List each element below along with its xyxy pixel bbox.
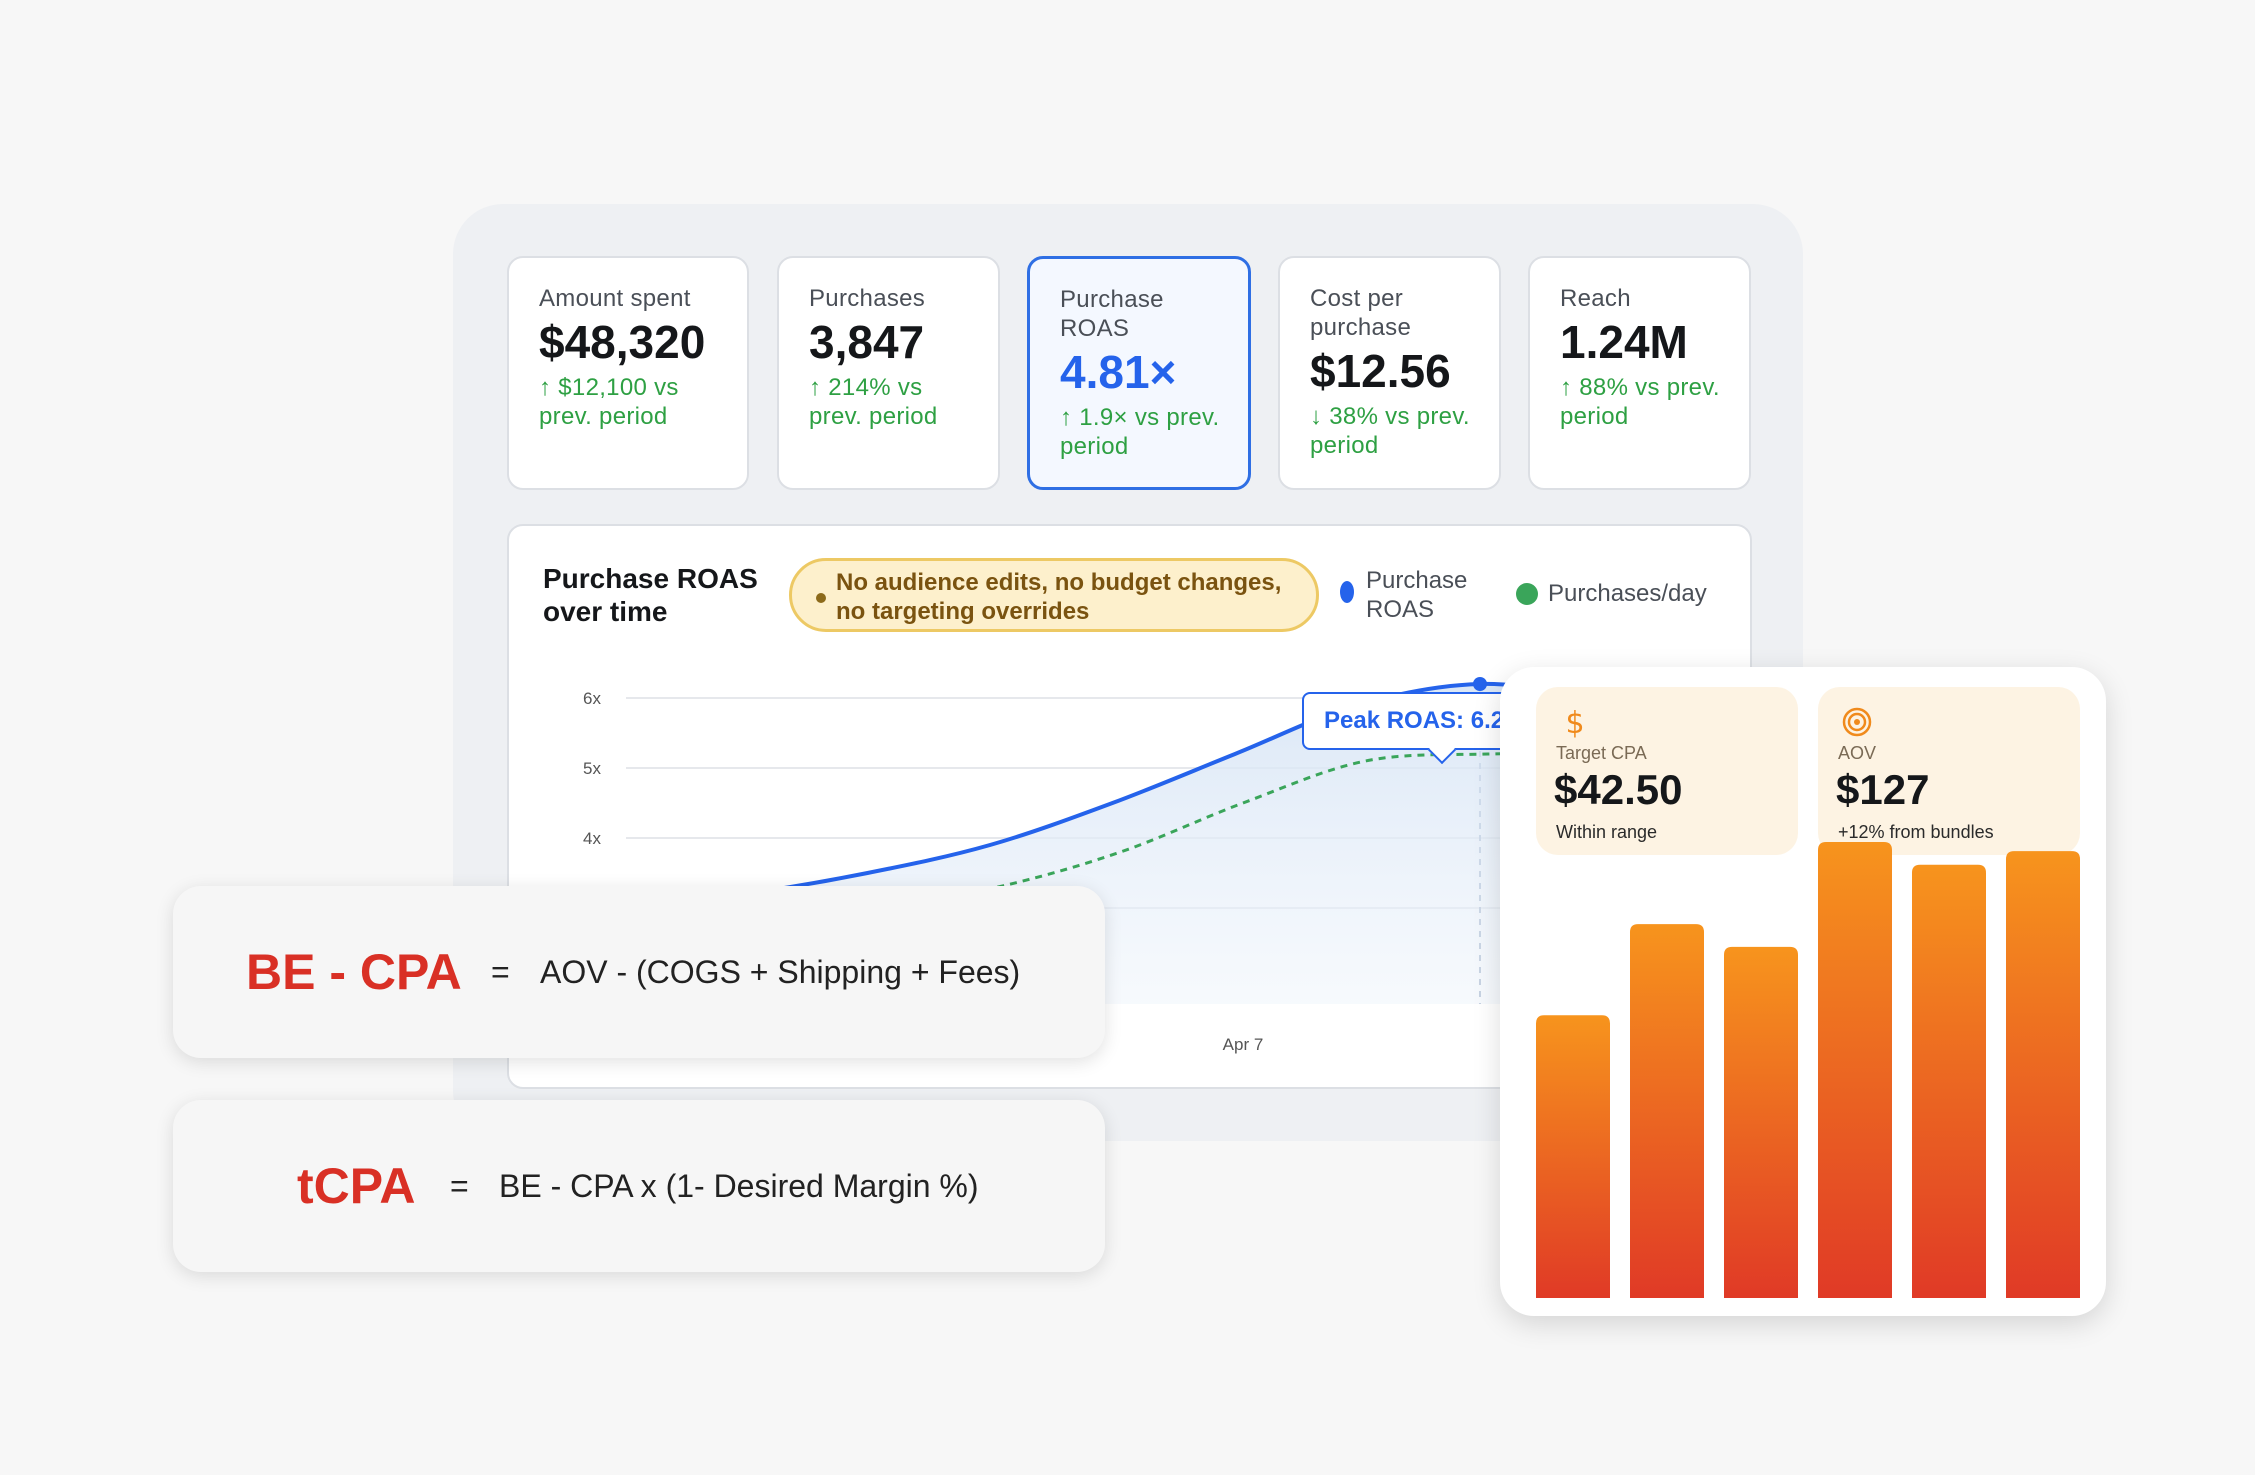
kpi-delta: ↓ 38% vs prev. period xyxy=(1310,403,1470,459)
kpi-label: Purchase ROAS xyxy=(1060,286,1164,342)
legend-roas-dot-icon xyxy=(1340,581,1354,603)
y-tick-label: 6x xyxy=(583,689,601,708)
kpi-card-reach[interactable]: Reach 1.24M ↑ 88% vs prev. period xyxy=(1528,256,1751,490)
formula-term: BE - CPA xyxy=(246,944,462,1000)
kpi-value: $48,320 xyxy=(539,316,706,368)
svg-text:$: $ xyxy=(1565,706,1584,739)
bar[interactable] xyxy=(1536,1015,1610,1298)
target-cpa-card[interactable]: $ Target CPA $42.50 Within range xyxy=(1536,687,1798,855)
legend-roas-label[interactable]: Purchase ROAS xyxy=(1366,567,1468,623)
formula-equals: = xyxy=(491,954,510,990)
target-icon xyxy=(1842,707,1872,737)
bar[interactable] xyxy=(1818,842,1892,1298)
mini-value: $42.50 xyxy=(1554,766,1683,813)
y-tick-label: 4x xyxy=(583,829,601,848)
formula-card-tcpa: tCPA = BE - CPA x (1- Desired Margin %) xyxy=(173,1100,1105,1272)
formula-expression: BE - CPA x (1- Desired Margin %) xyxy=(499,1168,979,1204)
bar[interactable] xyxy=(1724,946,1798,1298)
roas-peak-point[interactable] xyxy=(1473,677,1487,691)
formula-expression: AOV - (COGS + Shipping + Fees) xyxy=(540,954,1021,990)
kpi-value: 4.81× xyxy=(1060,346,1177,398)
bar-chart xyxy=(1536,842,2080,1298)
purchases-series-line xyxy=(752,751,1611,924)
status-note-text: No audience edits, no budget changes, no… xyxy=(836,569,1282,625)
legend-purchases-label[interactable]: Purchases/day xyxy=(1548,580,1707,607)
kpi-label: Amount spent xyxy=(539,285,691,312)
kpi-delta: ↑ 1.9× vs prev. period xyxy=(1060,404,1220,460)
bar[interactable] xyxy=(1912,864,1986,1298)
kpi-value: 3,847 xyxy=(809,316,925,368)
kpi-value: 1.24M xyxy=(1560,316,1688,368)
bar[interactable] xyxy=(1630,924,1704,1298)
formula-equals: = xyxy=(450,1168,469,1204)
formula-card-be-cpa: BE - CPA = AOV - (COGS + Shipping + Fees… xyxy=(173,886,1105,1058)
bar[interactable] xyxy=(2006,851,2080,1298)
mini-sub: Within range xyxy=(1556,822,1658,842)
tooltip-text: Peak ROAS: 6.2 xyxy=(1324,707,1505,734)
status-note-pill: No audience edits, no budget changes, no… xyxy=(789,558,1319,632)
kpi-delta: ↑ 214% vs prev. period xyxy=(809,374,938,430)
y-tick-label: 5x xyxy=(583,759,601,778)
kpi-delta: ↑ $12,100 vs prev. period xyxy=(539,374,679,430)
formula-term: tCPA xyxy=(297,1158,416,1214)
kpi-label: Purchases xyxy=(809,285,926,312)
kpi-value: $12.56 xyxy=(1310,345,1451,397)
kpi-label: Reach xyxy=(1560,285,1631,312)
metrics-widget: $ Target CPA $42.50 Within range AOV $12… xyxy=(1500,667,2106,1316)
kpi-delta: ↑ 88% vs prev. period xyxy=(1560,374,1720,430)
aov-card[interactable]: AOV $127 +12% from bundles xyxy=(1818,687,2080,855)
kpi-card-purchase-roas[interactable]: Purchase ROAS 4.81× ↑ 1.9× vs prev. peri… xyxy=(1027,256,1251,490)
mini-label: Target CPA xyxy=(1556,743,1647,763)
mini-value: $127 xyxy=(1836,766,1930,813)
x-tick-label: Apr 7 xyxy=(1223,1035,1264,1054)
dot-icon xyxy=(816,593,826,603)
dollar-icon: $ xyxy=(1565,706,1584,739)
kpi-card-cost-per-purchase[interactable]: Cost per purchase $12.56 ↓ 38% vs prev. … xyxy=(1278,256,1501,490)
kpi-card-amount-spent[interactable]: Amount spent $48,320 ↑ $12,100 vs prev. … xyxy=(507,256,749,490)
mini-label: AOV xyxy=(1838,743,1877,763)
chart-title: Purchase ROAS over time xyxy=(543,563,758,627)
legend-purchases-dot-icon xyxy=(1516,583,1538,605)
kpi-label: Cost per purchase xyxy=(1310,285,1412,341)
mini-sub: +12% from bundles xyxy=(1838,822,1994,842)
kpi-card-purchases[interactable]: Purchases 3,847 ↑ 214% vs prev. period xyxy=(777,256,1000,490)
